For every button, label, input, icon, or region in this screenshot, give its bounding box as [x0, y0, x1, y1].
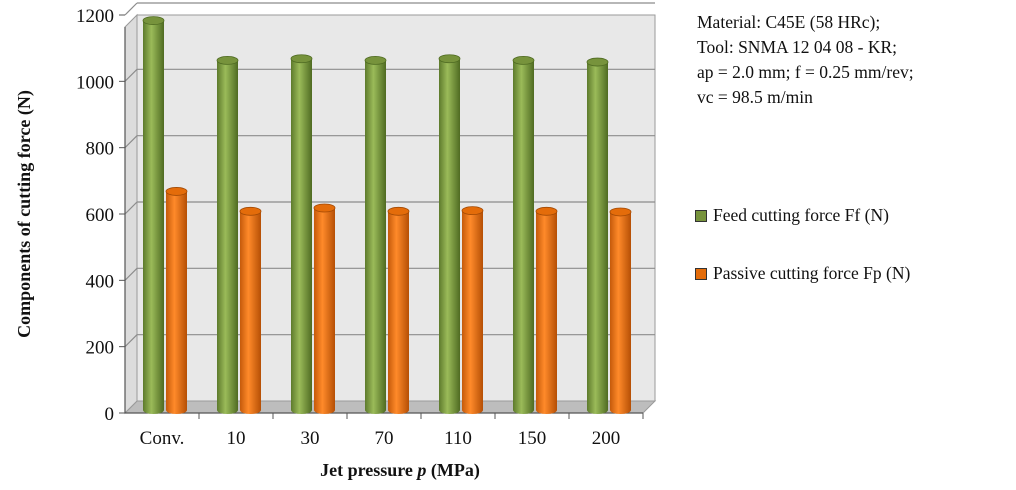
- bar-passive-force: [239, 206, 262, 414]
- bar-feed-force-base: [513, 406, 534, 414]
- x-axis-label: Jet pressure p (MPa): [320, 460, 480, 481]
- y-tick-label: 400: [86, 271, 115, 292]
- y-tick-label: 200: [86, 338, 115, 359]
- y-axis-label: Components of cutting force (N): [14, 90, 35, 338]
- gridline-side: [124, 201, 138, 215]
- bar-feed-force: [216, 56, 239, 414]
- bars: [142, 16, 632, 414]
- bar-passive-force: [461, 206, 484, 414]
- bar-feed-force: [290, 54, 313, 414]
- bar-feed-force: [512, 56, 535, 414]
- bar-passive-force-top: [239, 206, 262, 216]
- legend-swatch-passive: [695, 267, 707, 280]
- legend-swatch-feed: [695, 209, 707, 222]
- x-tick-label: 30: [301, 428, 320, 449]
- bar-feed-force-body: [513, 60, 534, 411]
- bar-feed-force-top: [364, 56, 387, 65]
- bar-passive-force-base: [314, 406, 335, 414]
- bar-passive-force: [165, 187, 188, 414]
- bar-passive-force-body: [240, 211, 261, 410]
- x-tick-label: 10: [227, 428, 246, 449]
- y-tick-label: 0: [105, 404, 115, 425]
- bar-passive-force-top: [535, 206, 558, 216]
- bar-feed-force-body: [143, 20, 164, 410]
- bar-passive-force-top: [461, 206, 484, 216]
- bar-passive-force-base: [536, 406, 557, 414]
- bar-passive-force: [609, 207, 632, 414]
- bar-feed-force-top: [512, 56, 535, 65]
- bar-feed-force-top: [586, 57, 609, 67]
- gridline-side: [124, 267, 138, 281]
- bar-feed-force-base: [365, 406, 386, 414]
- legend-item-passive: Passive cutting force Fp (N): [695, 263, 910, 284]
- bar-feed-force-body: [587, 62, 608, 411]
- bar-feed-force-body: [365, 60, 386, 411]
- bar-passive-force-body: [388, 211, 409, 410]
- x-tick-label: Conv.: [140, 428, 185, 449]
- bar-feed-force-top: [216, 56, 239, 65]
- bar-passive-force-base: [166, 406, 187, 414]
- gridline-side: [124, 68, 138, 82]
- bar-passive-force-body: [462, 210, 483, 410]
- bar-feed-force-body: [291, 58, 312, 410]
- y-tick-label: 600: [86, 205, 115, 226]
- axes: [119, 14, 644, 419]
- legend-item-feed: Feed cutting force Ff (N): [695, 205, 889, 226]
- x-tick-label: 150: [518, 428, 547, 449]
- annotation-line: vc = 98.5 m/min: [697, 87, 813, 107]
- y-tick-label: 1200: [76, 6, 114, 27]
- bar-feed-force-base: [217, 406, 238, 414]
- y-tick-label: 1000: [76, 72, 114, 93]
- bar-feed-force: [586, 57, 609, 414]
- bar-feed-force: [364, 56, 387, 414]
- bar-passive-force-base: [388, 406, 409, 414]
- x-tick-label: 110: [444, 428, 472, 449]
- bar-passive-force-top: [313, 203, 336, 213]
- bar-feed-force-body: [439, 58, 460, 410]
- bar-feed-force-base: [439, 406, 460, 414]
- x-tick-label: 70: [375, 428, 394, 449]
- bar-passive-force-body: [314, 208, 335, 410]
- bar-passive-force-base: [462, 406, 483, 414]
- annotation-line: ap = 2.0 mm; f = 0.25 mm/rev;: [697, 62, 914, 82]
- y-tick-label: 800: [86, 139, 115, 160]
- bar-feed-force-base: [143, 406, 164, 414]
- gridline-side: [124, 334, 138, 348]
- chart-annotation: Material: C45E (58 HRc); Tool: SNMA 12 0…: [697, 10, 914, 110]
- tick-labels: 0 200 400 600 800 1000 1200 Conv. 10 30 70 110 150 20…: [76, 6, 620, 449]
- annotation-line: Material: C45E (58 HRc);: [697, 12, 881, 32]
- bar-feed-force-top: [438, 54, 461, 64]
- bar-passive-force: [535, 206, 558, 414]
- bar-passive-force: [387, 206, 410, 414]
- bar-feed-force-base: [587, 406, 608, 414]
- bar-feed-force-top: [142, 16, 165, 26]
- bar-feed-force-top: [290, 54, 313, 64]
- x-tick-label: 200: [592, 428, 621, 449]
- bar-passive-force-body: [536, 211, 557, 410]
- bar-passive-force-base: [240, 406, 261, 414]
- bar-passive-force-base: [610, 406, 631, 414]
- gridline-side: [124, 135, 138, 149]
- bar-feed-force: [142, 16, 165, 414]
- annotation-line: Tool: SNMA 12 04 08 - KR;: [697, 37, 898, 57]
- bar-passive-force-top: [609, 207, 632, 217]
- bar-passive-force: [313, 203, 336, 414]
- bar-passive-force-top: [387, 206, 410, 216]
- bar-passive-force-body: [610, 211, 631, 410]
- legend-label-passive: Passive cutting force Fp (N): [713, 263, 911, 283]
- gridline-side: [124, 2, 138, 16]
- legend-label-feed: Feed cutting force Ff (N): [713, 205, 889, 225]
- bar-feed-force-body: [217, 60, 238, 411]
- bar-feed-force-base: [291, 406, 312, 414]
- bar-feed-force: [438, 54, 461, 414]
- bar-passive-force-top: [165, 187, 188, 196]
- bar-passive-force-body: [166, 191, 187, 410]
